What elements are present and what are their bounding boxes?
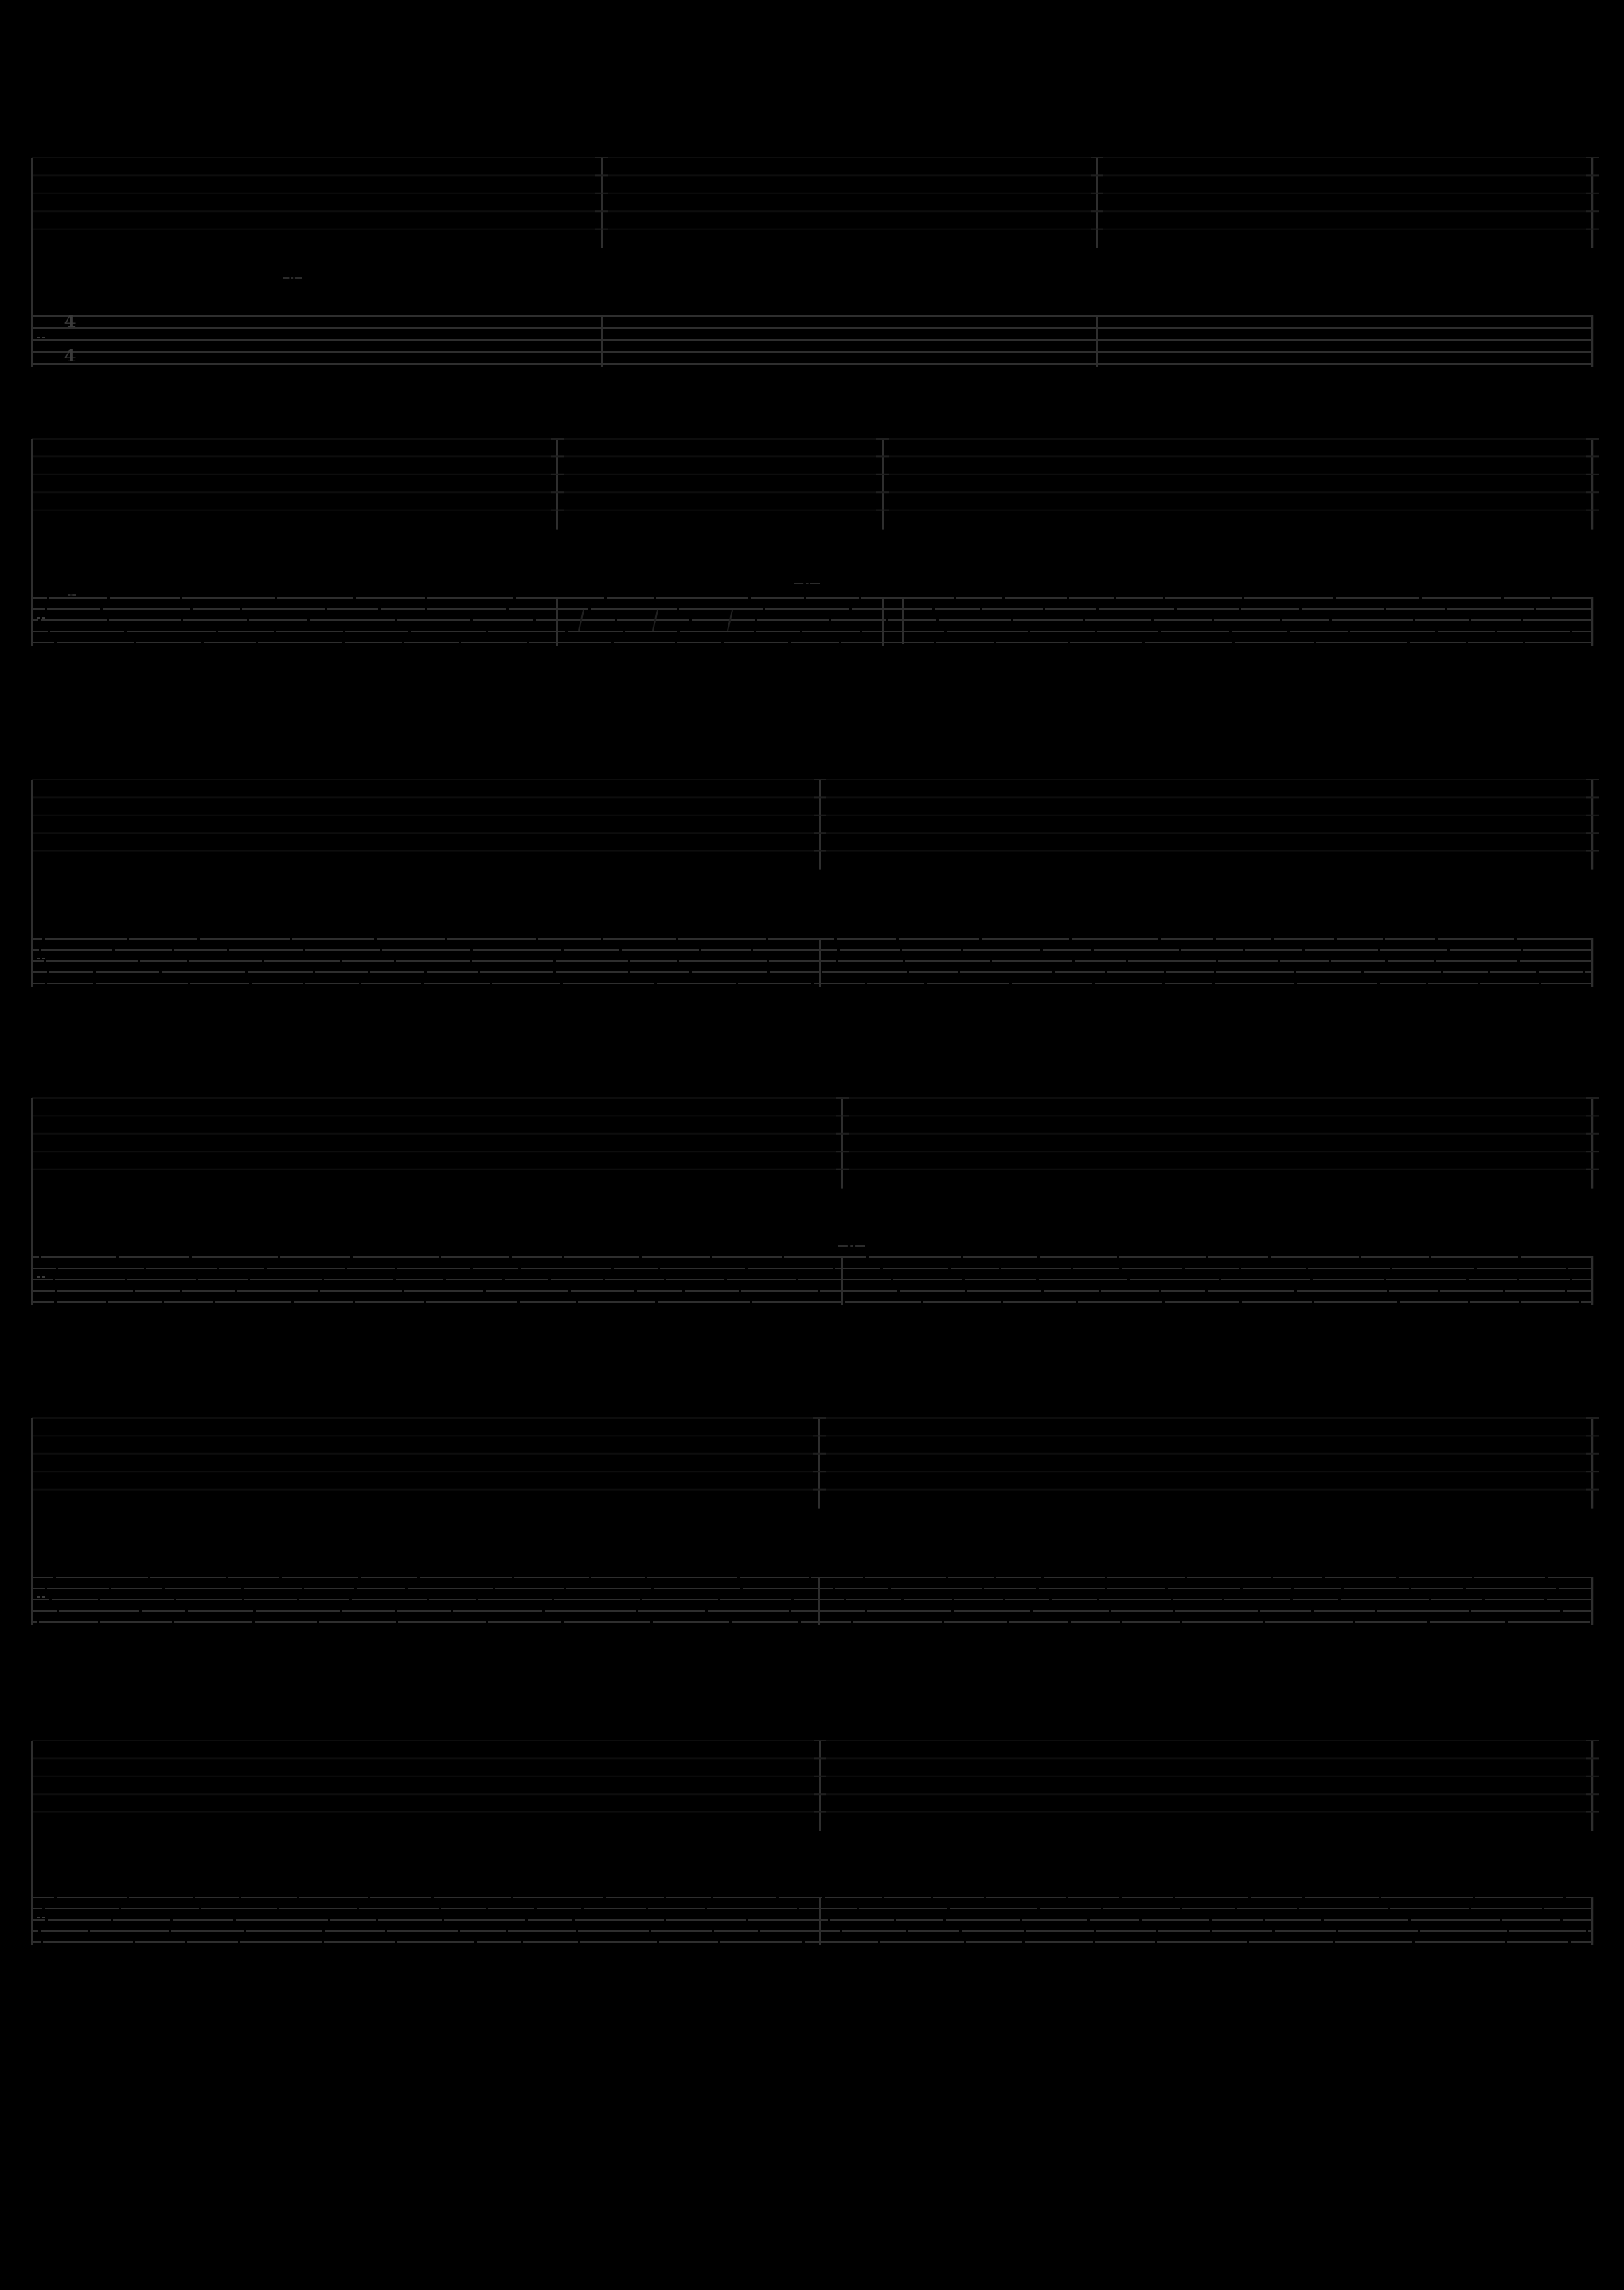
time-signature-denominator: 4 bbox=[64, 346, 76, 365]
slash-mark bbox=[727, 609, 733, 631]
slash-mark bbox=[578, 609, 584, 631]
slash-mark bbox=[652, 609, 658, 631]
time-signature-numerator: 4 bbox=[64, 311, 76, 331]
